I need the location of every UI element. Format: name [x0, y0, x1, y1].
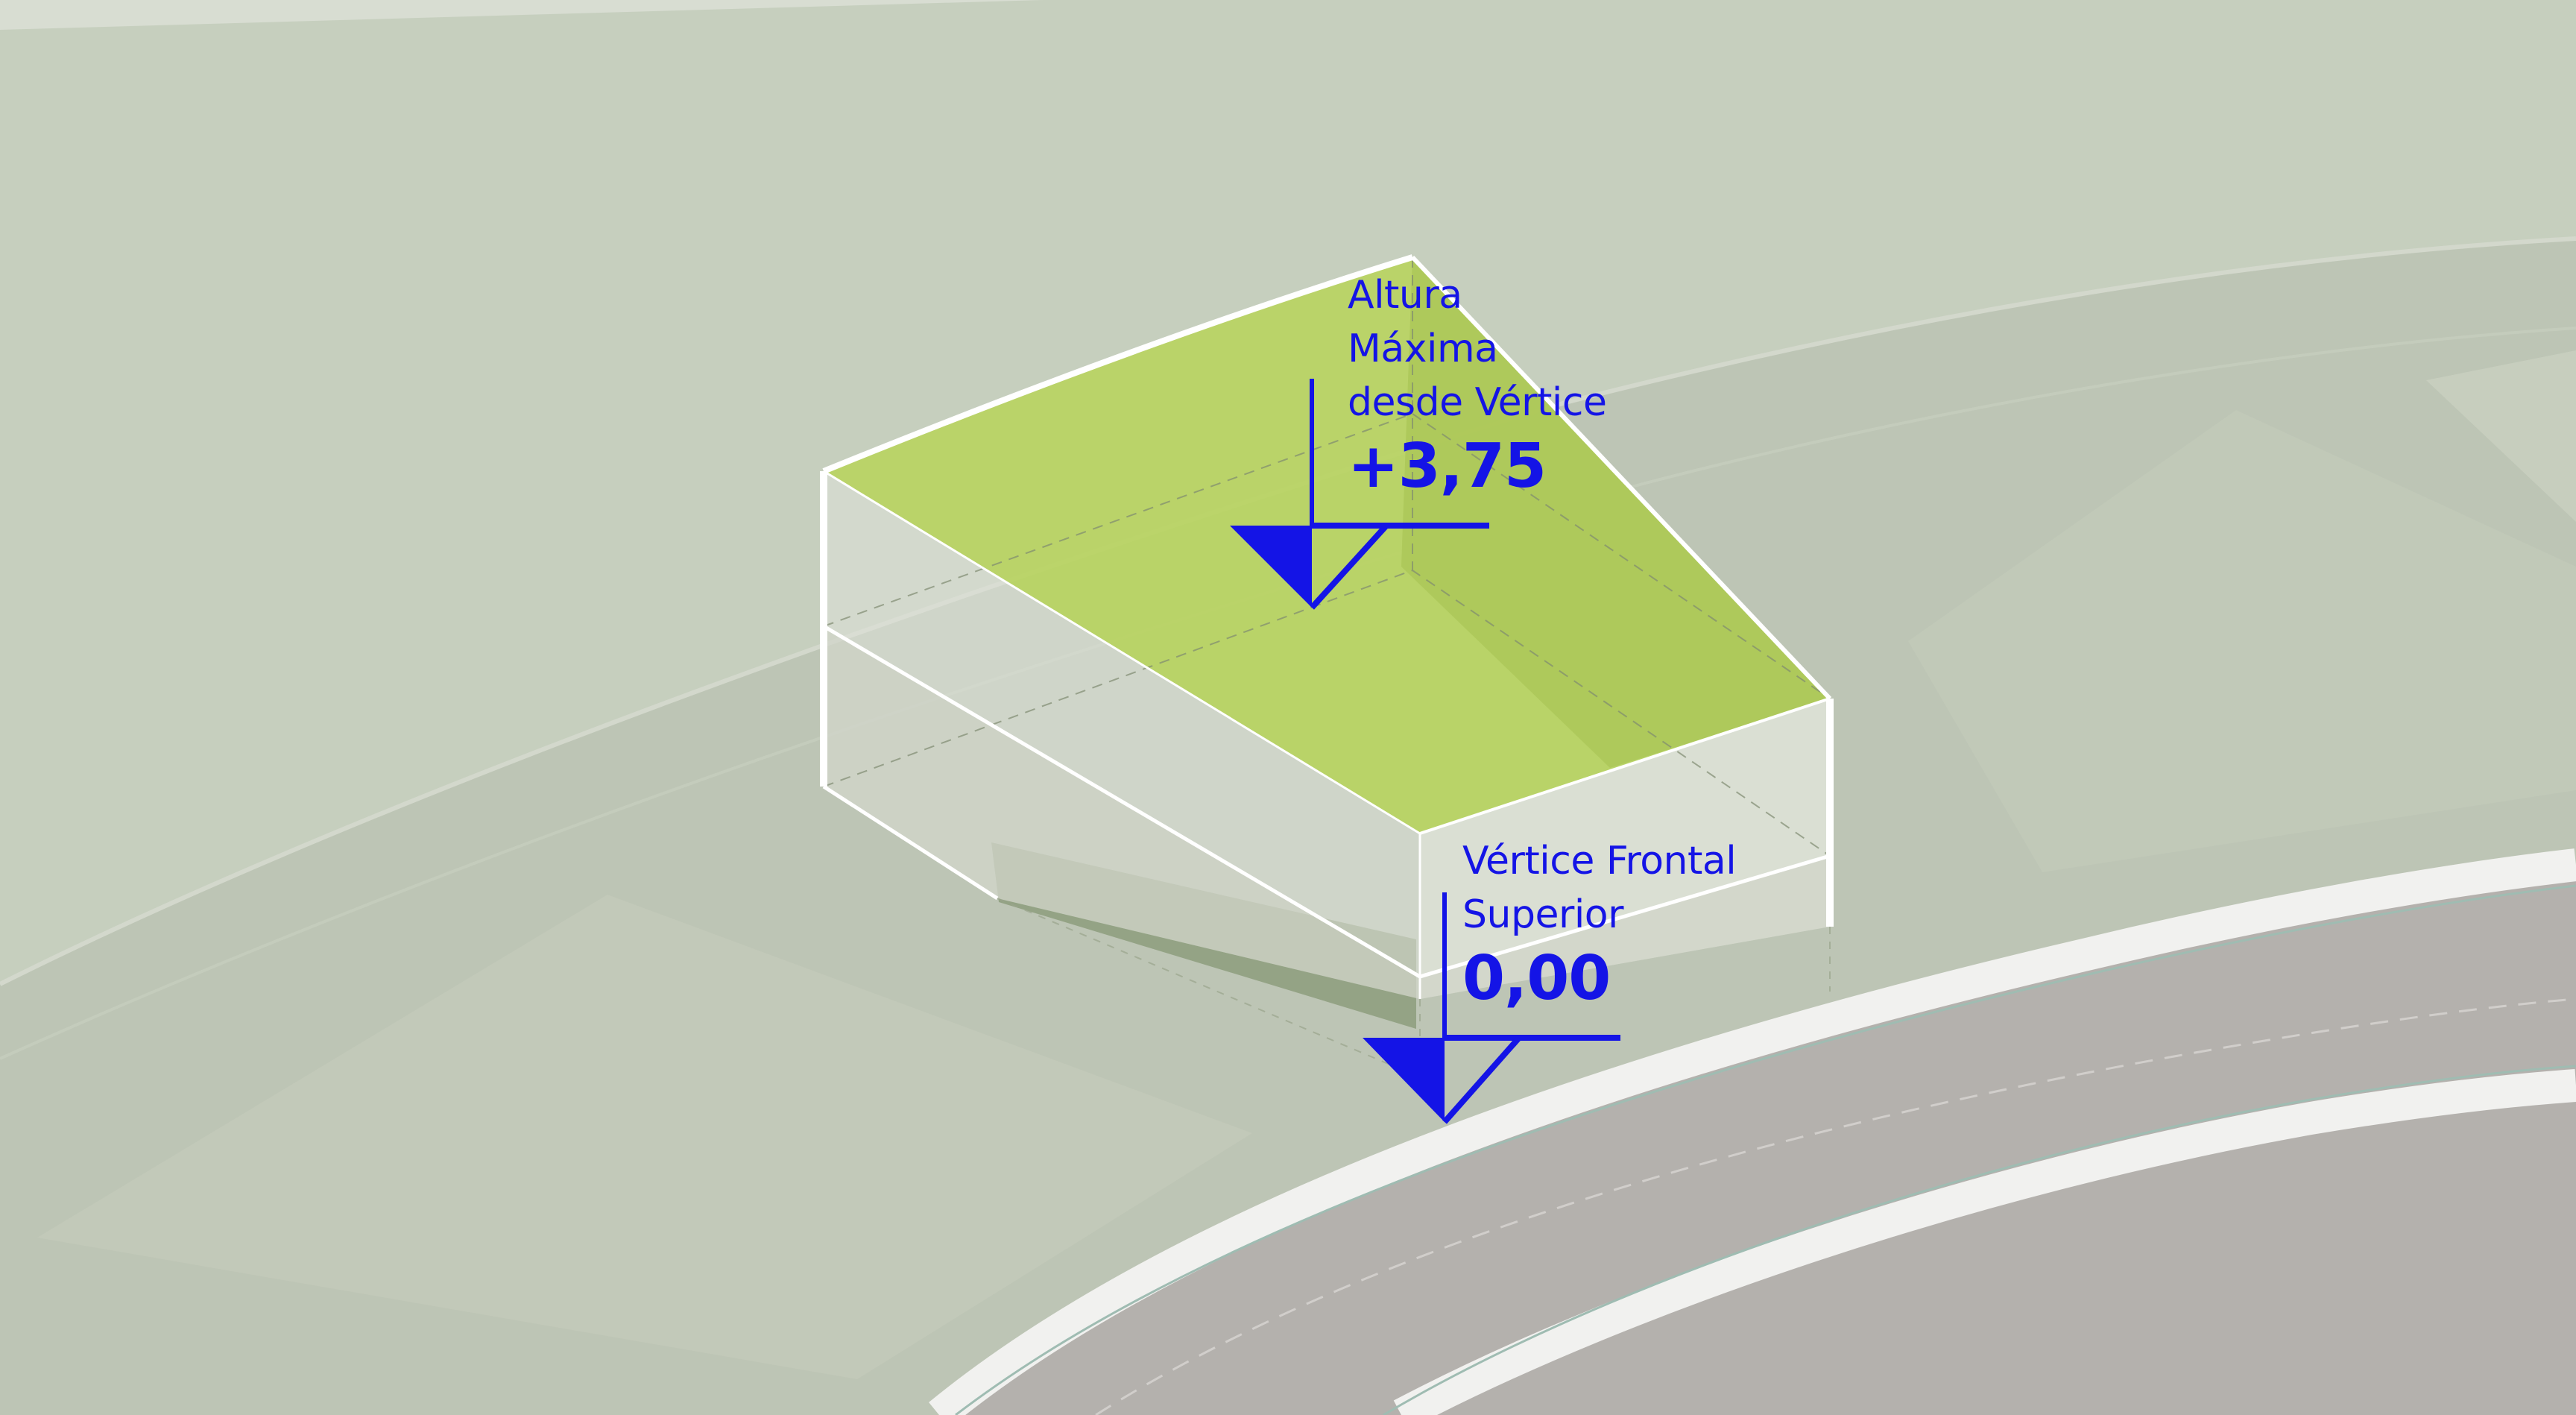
road-curb-inner: [1393, 1069, 2576, 1415]
max-height-value: +3,75: [1348, 431, 1547, 502]
volume-lower-band: [824, 626, 1830, 999]
level-marker-icon: [1230, 379, 1489, 610]
volume-bottom-edge: [822, 624, 1831, 979]
road-surface: [939, 865, 2576, 1415]
volume-top-edge-arc: [822, 254, 1414, 474]
volume-front-face: [1420, 699, 1830, 999]
parcel-far-right: [2426, 350, 2576, 522]
road-median-dash: [1095, 998, 2576, 1415]
volume-guide-lines: [823, 257, 1831, 857]
max-height-annotation: Altura Máxima desde Vértice +3,75: [1348, 268, 1607, 502]
volume-top-edge-left: [823, 470, 1421, 835]
front-vertex-line-2: Superior: [1462, 892, 1623, 937]
road-curb-inner-line: [1383, 1065, 2576, 1415]
parcel-right: [1908, 410, 2576, 872]
max-height-line-1: Altura: [1348, 273, 1462, 318]
volume-top-edge-right: [1410, 255, 1832, 701]
parcel-left: [37, 895, 1252, 1379]
volume-top-edge-front: [1419, 697, 1831, 835]
front-vertex-value: 0,00: [1462, 943, 1611, 1014]
top-edge-strip: [0, 0, 1044, 30]
road-curb-outer-line: [955, 884, 2576, 1415]
front-vertex-line-1: Vértice Frontal: [1462, 839, 1737, 883]
front-vertex-annotation: Vértice Frontal Superior 0,00: [1462, 834, 1737, 1014]
road-curb-outer: [929, 848, 2576, 1415]
volume-top-face-shade: [1401, 257, 1830, 768]
building-volume: [820, 254, 1834, 1078]
max-height-line-2: Máxima: [1348, 327, 1498, 371]
max-height-line-3: desde Vértice: [1348, 380, 1607, 425]
volume-left-face: [824, 471, 1420, 999]
level-marker-icon: [1363, 892, 1620, 1124]
